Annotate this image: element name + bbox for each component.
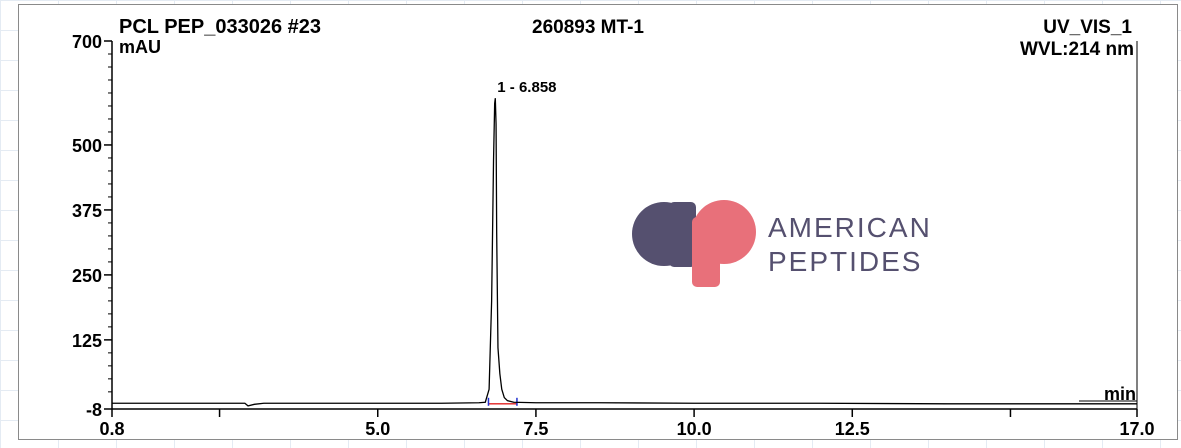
x-tick-label-2: 7.5 [523,419,548,439]
logo-text-line2: PEPTIDES [768,246,922,277]
logo-p-stem [692,217,720,287]
y-tick-label-5: -8 [86,400,102,420]
x-tick-label-0: 0.8 [99,419,124,439]
y-tick-label-0: 700 [72,32,102,52]
wavelength-label: WVL:214 nm [1020,39,1134,60]
y-tick-label-2: 375 [72,201,102,221]
american-peptides-logo: AMERICAN PEPTIDES [632,200,932,287]
x-unit-label: min [1104,384,1136,404]
sample-title: PCL PEP_033026 #23 [119,16,321,38]
x-axis-ticks: 0.8 5.0 7.5 10.0 12.5 17.0 [99,409,1155,439]
chromatogram-trace [112,98,1137,407]
y-tick-label-3: 250 [72,266,102,286]
peak-label: 1 - 6.858 [497,79,556,96]
y-tick-label-4: 125 [72,331,102,351]
x-tick-label-1: 5.0 [365,419,390,439]
x-tick-label-5: 17.0 [1119,419,1154,439]
y-tick-label-1: 500 [72,136,102,156]
logo-a-stem [669,202,696,267]
x-tick-label-3: 10.0 [677,419,712,439]
x-tick-label-4: 12.5 [835,419,870,439]
y-axis-ticks: 700 500 375 250 125 -8 [72,32,112,420]
y-unit-label: mAU [119,37,161,57]
logo-text-line1: AMERICAN [768,212,932,243]
chromatogram-chart: PCL PEP_033026 #23 260893 MT-1 UV_VIS_1 … [72,16,1155,439]
batch-label: 260893 MT-1 [532,17,644,38]
chromatogram-frame: PCL PEP_033026 #23 260893 MT-1 UV_VIS_1 … [18,4,1178,440]
channel-label: UV_VIS_1 [1043,17,1132,38]
